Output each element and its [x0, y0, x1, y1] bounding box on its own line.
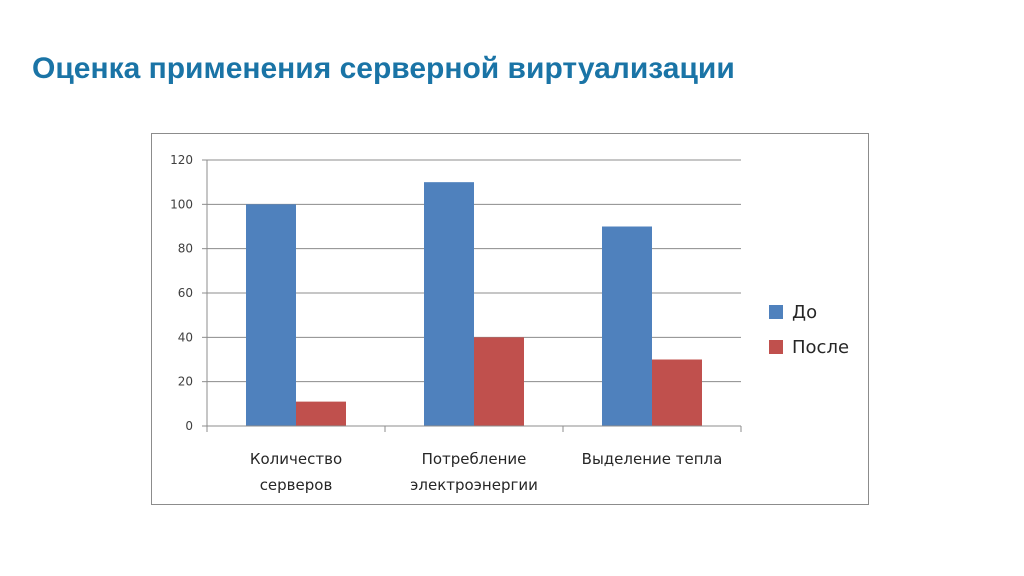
legend: До После: [769, 302, 849, 358]
bar-do-0: [246, 204, 296, 426]
chart-frame: 0 20 40 60 80 100 120 Количество серверов Потреб…: [151, 133, 869, 505]
y-tick-label: 60: [178, 286, 193, 300]
legend-label: После: [792, 337, 849, 358]
bar-posle-2: [652, 359, 702, 426]
bars: [246, 182, 702, 426]
bar-do-2: [602, 226, 652, 426]
x-axis-labels: Количество серверов Потребление электроэнер…: [250, 450, 722, 494]
x-category-label: серверов: [260, 476, 333, 494]
bar-posle-0: [296, 401, 346, 426]
y-tick-label: 100: [170, 197, 193, 211]
y-tick-label: 0: [185, 419, 193, 433]
x-category-label: Количество: [250, 450, 342, 468]
x-category-label: Выделение тепла: [582, 450, 723, 468]
y-tick-label: 120: [170, 153, 193, 167]
bar-posle-1: [474, 337, 524, 426]
legend-swatch: [769, 340, 783, 354]
x-category-label: электроэнергии: [410, 476, 538, 494]
legend-label: До: [792, 302, 817, 323]
y-tick-label: 80: [178, 242, 193, 256]
slide-title: Оценка применения серверной виртуализаци…: [32, 52, 735, 85]
bar-do-1: [424, 182, 474, 426]
y-axis-ticks: 0 20 40 60 80 100 120: [170, 153, 193, 433]
x-category-label: Потребление: [422, 450, 527, 468]
legend-swatch: [769, 305, 783, 319]
bar-chart: 0 20 40 60 80 100 120 Количество серверов Потреб…: [170, 153, 849, 494]
x-axis: [206, 160, 742, 432]
y-tick-label: 40: [178, 330, 193, 344]
y-tick-label: 20: [178, 375, 193, 389]
